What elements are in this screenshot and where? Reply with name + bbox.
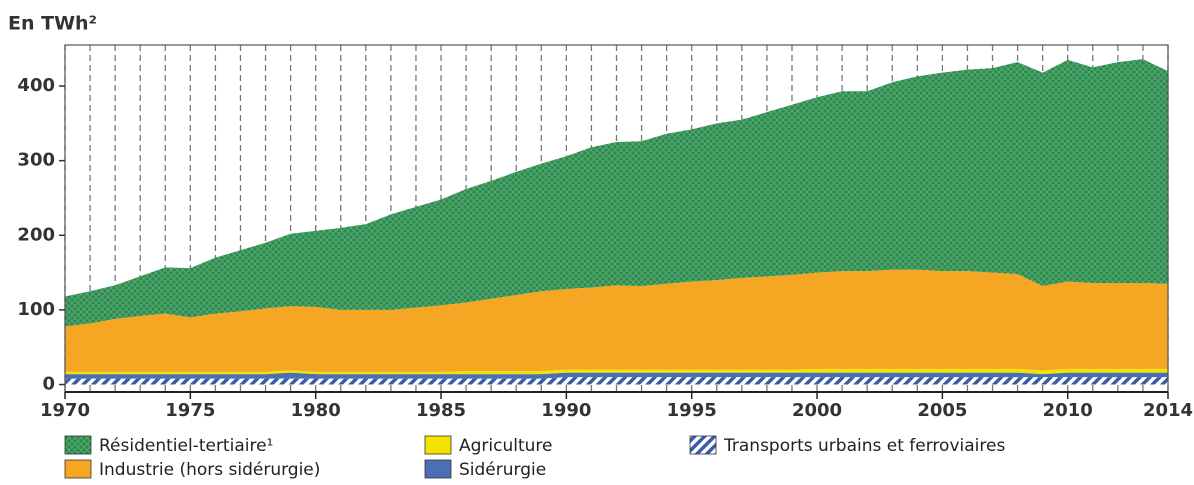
x-tick-label: 2000 [792,400,842,421]
x-tick-label: 1970 [40,400,90,421]
legend: Transports urbains et ferroviaires Sidéru… [64,435,1005,480]
axes: 0 100 200 300 400 1970 1975 1980 1985 1990 1995 200… [17,44,1193,421]
area [65,269,1168,372]
x-tick-label: 1980 [291,400,341,421]
area [65,377,1168,385]
y-tick-label: 0 [42,374,55,395]
areas [65,59,1168,385]
y-tick-label: 100 [17,299,55,320]
legend-label: Transports urbains et ferroviaires [723,436,1005,456]
chart-title: En TWh² [8,13,97,35]
legend-swatch [424,459,452,479]
legend-label: Sidérurgie [459,460,546,480]
y-tick-label: 200 [17,224,55,245]
legend-swatch [64,459,92,479]
x-tick-label: 2010 [1043,400,1093,421]
x-tick-label: 1985 [416,400,466,421]
y-tick-label: 400 [17,75,55,96]
legend-label: Agriculture [459,436,553,456]
legend-label: Industrie (hors sidérurgie) [99,460,320,480]
x-tick-label: 1990 [541,400,591,421]
area [65,59,1168,327]
legend-swatch [689,435,717,455]
x-tick-label: 1975 [165,400,215,421]
x-tick-label: 1995 [667,400,717,421]
y-tick-label: 300 [17,150,55,171]
legend-swatch [64,435,92,455]
area [65,368,1168,375]
legend-label: Résidentiel-tertiaire¹ [99,436,273,456]
legend-swatch [424,435,452,455]
x-tick-label: 2005 [917,400,967,421]
x-tick-label: 2014 [1143,400,1193,421]
